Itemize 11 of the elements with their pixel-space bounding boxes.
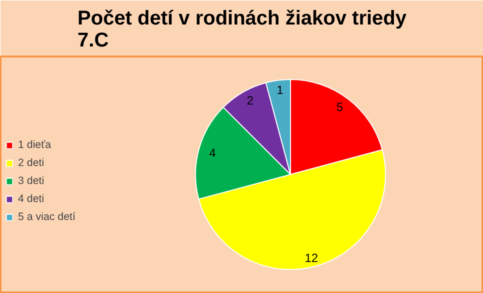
legend-label: 3 deti bbox=[18, 175, 44, 187]
data-label: 1 bbox=[276, 82, 284, 97]
legend-label: 1 dieťa bbox=[18, 139, 52, 151]
data-label: 5 bbox=[336, 100, 344, 114]
data-label: 4 bbox=[209, 146, 216, 160]
legend-label: 5 a viac detí bbox=[18, 211, 76, 223]
data-label: 2 bbox=[246, 94, 254, 108]
legend-label: 4 deti bbox=[18, 193, 44, 205]
chart-title: Počet detí v rodinách žiakov triedy 7.C bbox=[78, 8, 408, 52]
legend-label: 2 deti bbox=[18, 157, 44, 169]
data-label: 12 bbox=[304, 250, 318, 265]
